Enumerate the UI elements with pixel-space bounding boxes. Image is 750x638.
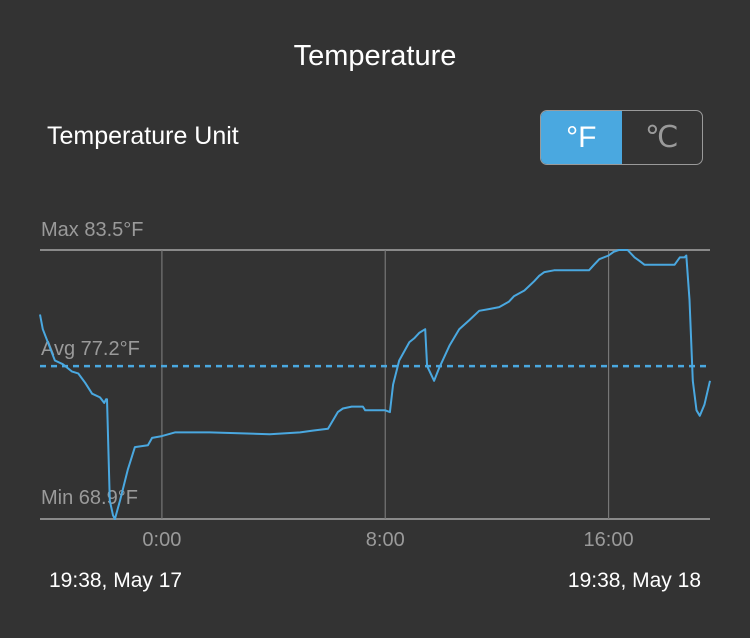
- x-tick-label: 8:00: [366, 529, 405, 551]
- fahrenheit-option[interactable]: °F: [541, 111, 622, 164]
- temperature-unit-label: Temperature Unit: [47, 122, 239, 150]
- page-title: Temperature: [293, 40, 457, 72]
- start-time-label: 19:38, May 17: [49, 569, 183, 592]
- end-time-label: 19:38, May 18: [567, 569, 701, 592]
- min-label: Min 68.9°F: [41, 487, 138, 509]
- x-tick-label: 0:00: [142, 529, 181, 551]
- temperature-unit-toggle[interactable]: °F ℃: [540, 110, 703, 165]
- max-label: Max 83.5°F: [41, 219, 143, 241]
- avg-label: Avg 77.2°F: [41, 338, 140, 360]
- celsius-option[interactable]: ℃: [644, 121, 679, 154]
- x-tick-label: 16:00: [584, 529, 634, 551]
- temperature-series-line: [39, 249, 711, 520]
